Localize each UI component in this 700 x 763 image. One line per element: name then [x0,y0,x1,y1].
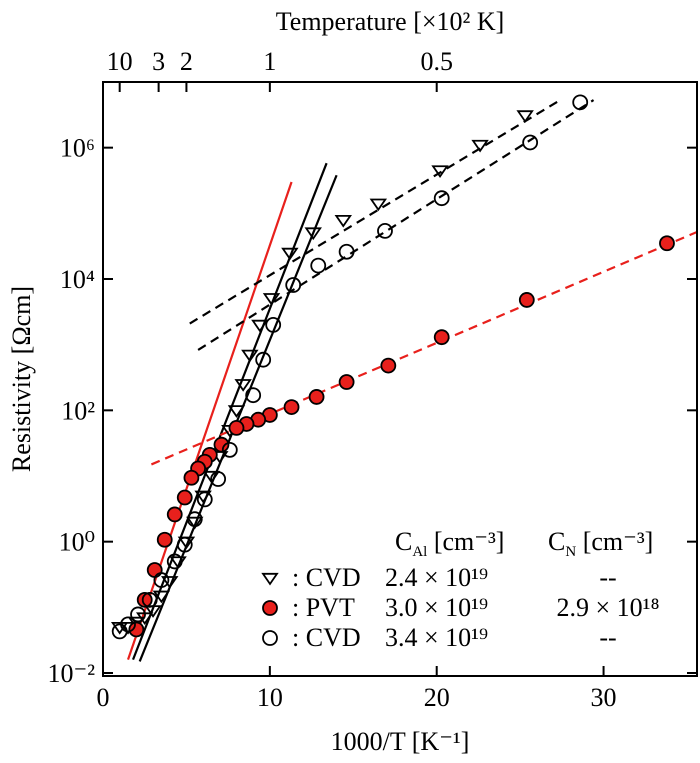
marker [334,214,352,228]
fit-line [197,99,595,351]
legend-marker [262,630,278,646]
y-tick-label: 10⁶ [60,134,95,163]
subscript: Al [412,544,427,560]
marker [141,591,158,608]
legend-c-al: 3.0 × 10¹⁹ [385,593,488,622]
legend-c-al: 2.4 × 10¹⁹ [385,563,488,592]
marker [433,190,450,207]
marker [516,110,534,123]
marker [251,319,269,333]
marker [221,441,238,458]
marker [213,436,230,453]
marker [265,316,282,333]
marker [128,621,145,638]
x2-tick-label: 3 [152,47,165,76]
legend-header: CN [cm⁻³] [548,527,653,560]
marker [234,379,252,392]
unit: [cm⁻³] [576,527,653,556]
unit: [cm⁻³] [427,527,504,556]
legend-name: : CVD [292,623,361,652]
legend-header: CAl [cm⁻³] [395,527,504,560]
marker [245,387,262,404]
marker [227,405,246,418]
y-tick-label: 10² [61,396,95,425]
marker [166,506,183,523]
marker [433,329,450,346]
x-tick-label: 0 [97,683,110,712]
y-tick-label: 10⁴ [60,265,95,294]
marker [285,277,302,293]
marker [166,553,183,570]
marker [136,591,153,608]
marker [304,227,322,241]
marker [194,490,212,504]
x2-axis-label: Temperature [×10² K] [276,7,505,36]
x2-tick-label: 10 [107,47,133,76]
marker [210,471,227,487]
marker [310,257,327,274]
marker [377,223,393,239]
marker [146,562,163,578]
marker [196,491,213,508]
marker [283,399,300,415]
marker [169,556,187,569]
y-axis-label: Resistivity [Ωcm] [7,286,36,472]
marker [176,489,193,506]
legend-name: : CVD [292,563,361,592]
fit-line [138,174,338,662]
x-tick-label: 30 [591,683,617,712]
marker [380,357,397,374]
marker [202,470,221,484]
marker [572,94,589,111]
marker [186,516,204,530]
x-axis-label: 1000/T [K⁻¹] [331,727,470,756]
plot-frame [102,81,698,677]
marker [431,165,449,178]
marker [156,531,173,548]
x2-tick-label: 0.5 [420,47,453,76]
marker [338,374,355,390]
x2-tick-label: 1 [263,47,276,76]
x-tick-label: 10 [257,683,283,712]
marker [338,243,355,260]
marker [471,139,489,153]
marker [110,621,129,635]
x2-tick-label: 2 [180,47,193,76]
marker [130,606,146,623]
marker [186,511,203,528]
plot-area [110,94,697,662]
marker [659,235,675,252]
legend-marker [262,600,278,616]
marker [111,623,128,640]
fit-line [189,99,561,325]
legend-c-al: 3.4 × 10¹⁹ [385,623,488,652]
legend-name: : PVT [292,593,355,622]
marker [262,293,281,306]
legend-marker [261,572,279,586]
marker [176,536,193,553]
marker [255,351,272,368]
marker [153,572,170,588]
x-tick-label: 20 [424,683,450,712]
legend-c-n: -- [599,623,616,652]
marker [183,469,200,486]
legend-c-n: -- [599,563,616,592]
marker [308,389,325,405]
marker [161,576,179,589]
symbol: C [548,527,565,556]
y-tick-label: 10⁰ [59,528,95,557]
marker [228,420,245,436]
legend-c-n: 2.9 × 10¹⁸ [556,593,659,622]
marker [241,349,259,363]
marker [281,247,299,261]
marker [369,198,388,212]
symbol: C [395,527,412,556]
y-tick-label: 10⁻² [47,659,95,688]
marker [152,590,171,604]
marker [522,134,539,151]
subscript: N [565,544,576,560]
marker [518,292,535,308]
